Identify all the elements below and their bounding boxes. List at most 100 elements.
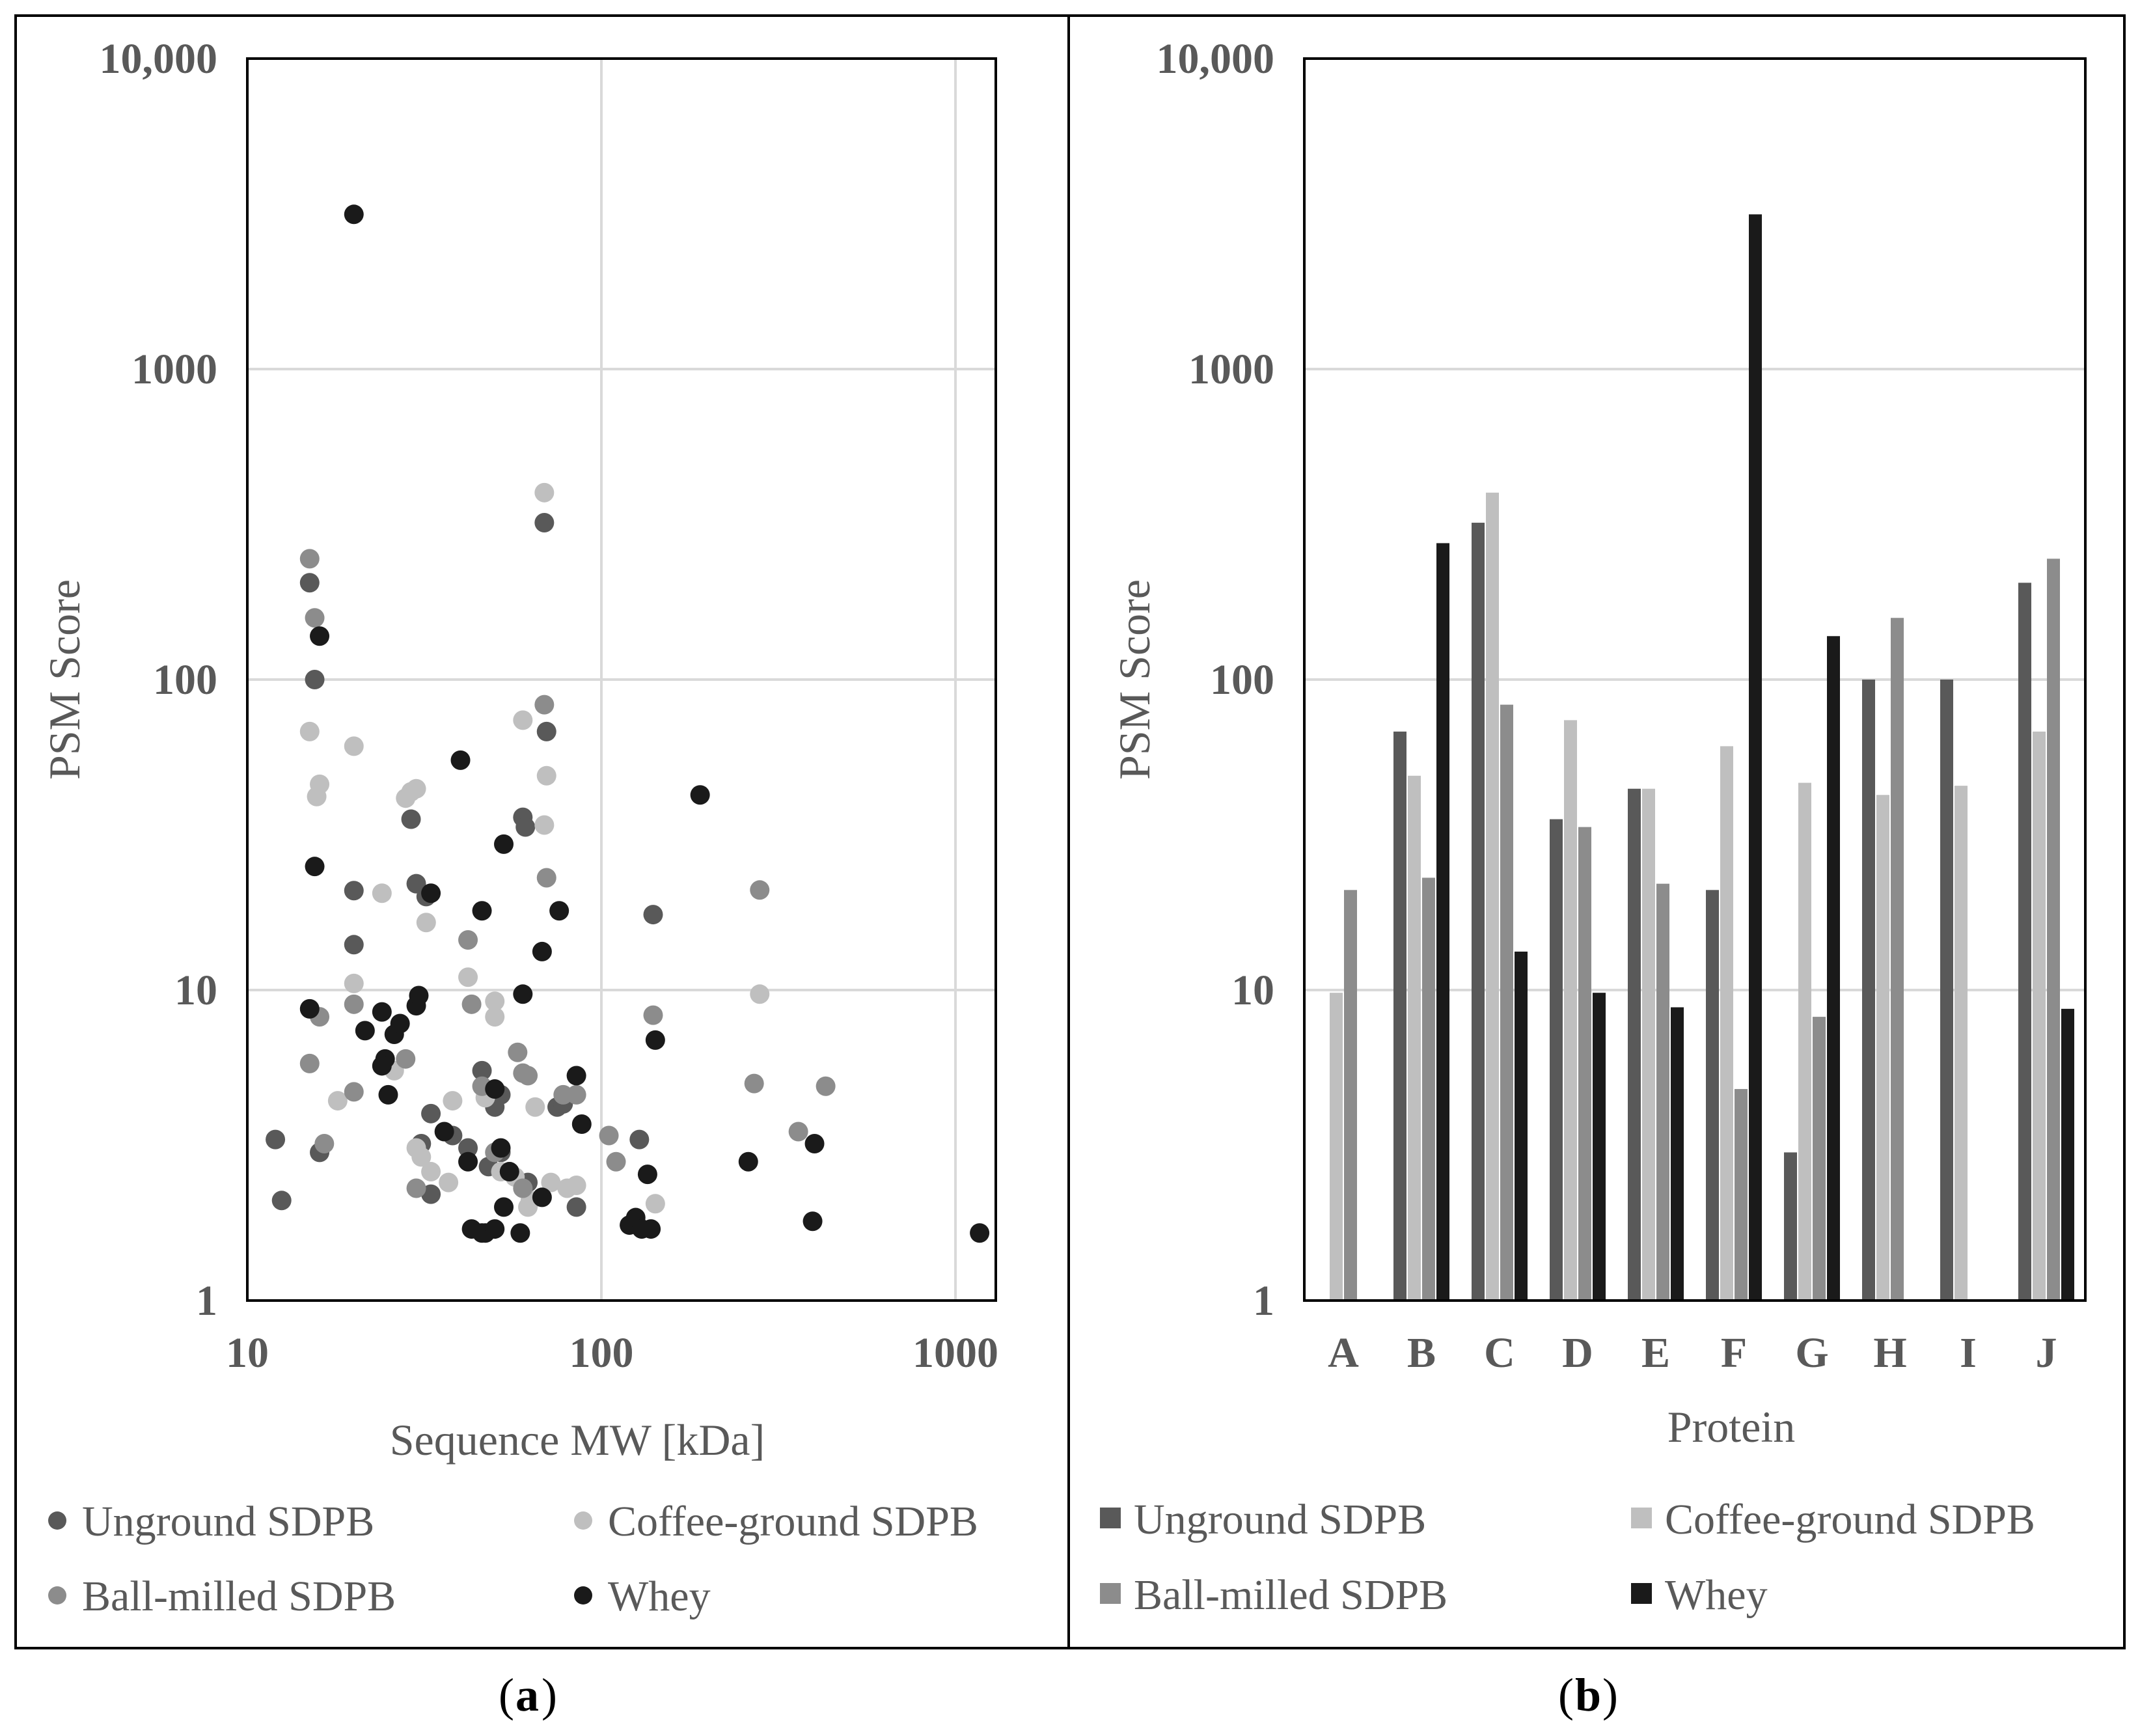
bar-whey-J: [2061, 1008, 2074, 1301]
scatter-point-whey: [571, 1114, 592, 1134]
legend-label-whey: Whey: [608, 1573, 711, 1620]
scatter-point-unground: [458, 1138, 478, 1158]
scatter-point-whey: [355, 1021, 375, 1041]
scatter-point-whey: [434, 1122, 454, 1142]
legend-marker-coffee: [574, 1511, 592, 1530]
scatter-point-coffee: [327, 1091, 348, 1111]
scatter-point-unground: [299, 573, 320, 593]
scatter-point-whey: [485, 1219, 505, 1239]
scatter-point-whey: [421, 883, 441, 903]
bar-unground-I: [1940, 680, 1953, 1301]
scatter-point-whey: [344, 204, 364, 225]
bar-legend: Unground SDPB Coffee-ground SDPB Ball-mi…: [1100, 1496, 2035, 1619]
bar-coffee-C: [1486, 492, 1499, 1301]
scatter-y-tick-label: 10: [174, 967, 217, 1014]
bar-coffee-F: [1720, 746, 1733, 1301]
svg-text:(: (: [1558, 1669, 1574, 1721]
scatter-point-unground: [344, 935, 364, 955]
bar-unground-J: [2018, 583, 2031, 1301]
scatter-point-whey: [690, 785, 710, 805]
bar-ball-C: [1500, 704, 1513, 1301]
scatter-point-unground: [534, 513, 555, 533]
bar-coffee-D: [1564, 720, 1577, 1301]
bar-series: [1330, 214, 2074, 1301]
scatter-point-coffee: [750, 984, 770, 1004]
scatter-point-coffee: [534, 815, 555, 835]
bar-ball-J: [2047, 558, 2060, 1301]
scatter-point-coffee: [299, 721, 320, 741]
scatter-point-coffee: [307, 786, 327, 806]
scatter-point-unground: [266, 1129, 286, 1150]
scatter-point-whey: [566, 1066, 586, 1086]
svg-text:(: (: [499, 1669, 514, 1721]
scatter-point-whey: [458, 1151, 478, 1172]
scatter-point-coffee: [443, 1091, 463, 1111]
bar-whey-B: [1436, 543, 1449, 1301]
scatter-points: [266, 204, 990, 1243]
bar-grid: [1304, 57, 2085, 1302]
scatter-y-tick-label: 100: [153, 656, 217, 704]
scatter-point-whey: [310, 626, 330, 646]
scatter-point-whey: [641, 1219, 661, 1239]
scatter-point-whey: [532, 941, 552, 961]
scatter-point-whey: [970, 1223, 990, 1243]
bar-coffee-B: [1408, 775, 1421, 1301]
scatter-point-ball: [566, 1084, 586, 1105]
bar-ball-F: [1735, 1089, 1748, 1301]
scatter-x-ticks: 10 100 1000: [226, 1329, 998, 1377]
scatter-point-ball: [314, 1134, 335, 1154]
scatter-point-coffee: [344, 973, 364, 993]
scatter-grid: [246, 57, 996, 1302]
scatter-point-ball: [750, 880, 770, 900]
scatter-y-axis-label: PSM Score: [40, 579, 89, 780]
scatter-point-ball: [536, 868, 556, 888]
legend-swatch-unground: [1100, 1508, 1121, 1528]
bar-coffee-E: [1642, 788, 1655, 1301]
bar-category-label: I: [1960, 1329, 1977, 1377]
scatter-point-whey: [645, 1030, 665, 1050]
scatter-point-whey: [378, 1084, 398, 1105]
scatter-point-coffee: [416, 913, 436, 933]
scatter-point-unground: [472, 1060, 492, 1081]
bar-unground-G: [1784, 1152, 1797, 1301]
bar-whey-G: [1827, 636, 1840, 1301]
bar-coffee-I: [1955, 786, 1968, 1301]
scatter-x-tick-label: 10: [226, 1329, 269, 1377]
bar-whey-E: [1671, 1007, 1684, 1301]
bar-y-tick-label: 1000: [1188, 346, 1274, 393]
legend-marker-unground: [48, 1511, 66, 1530]
scatter-point-unground: [271, 1191, 292, 1211]
scatter-point-coffee: [566, 1176, 586, 1196]
svg-text:): ): [542, 1669, 557, 1721]
scatter-point-ball: [299, 1053, 320, 1073]
scatter-point-ball: [406, 1178, 426, 1198]
scatter-point-unground: [421, 1184, 441, 1204]
scatter-point-ball: [518, 1066, 538, 1086]
scatter-point-whey: [450, 750, 471, 770]
bar-unground-H: [1862, 680, 1875, 1301]
legend-label-ball: Ball-milled SDPB: [1134, 1571, 1447, 1619]
scatter-point-unground: [515, 817, 536, 837]
scatter-point-unground: [421, 1103, 441, 1123]
scatter-point-whey: [513, 984, 533, 1004]
scatter-y-ticks: 1 10 100 1000 10,000: [100, 35, 218, 1325]
bar-coffee-A: [1330, 993, 1343, 1301]
bar-whey-C: [1515, 951, 1528, 1301]
scatter-point-coffee: [536, 765, 556, 786]
legend-marker-whey: [574, 1586, 592, 1605]
scatter-point-ball: [305, 608, 325, 628]
scatter-point-whey: [802, 1211, 823, 1232]
bar-category-label: J: [2036, 1329, 2057, 1377]
scatter-y-tick-label: 1000: [131, 346, 217, 393]
scatter-point-coffee: [513, 710, 533, 730]
scatter-point-whey: [372, 1002, 392, 1022]
scatter-point-ball: [744, 1073, 764, 1094]
panel-caption-a: ( a ): [499, 1669, 557, 1721]
scatter-point-ball: [816, 1076, 836, 1096]
scatter-point-unground: [344, 881, 364, 901]
scatter-point-ball: [599, 1125, 619, 1146]
